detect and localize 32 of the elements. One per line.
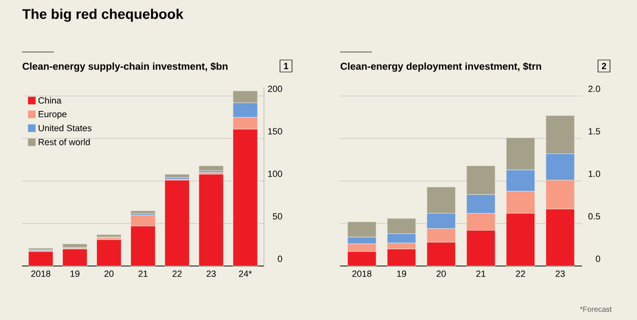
y-tick-label: 0.5: [588, 213, 600, 220]
legend-label: United States: [38, 124, 92, 132]
y-tick-label: 50: [272, 213, 282, 220]
x-tick-label: 21: [476, 270, 486, 277]
x-tick-label: 21: [138, 270, 148, 277]
x-tick-label: 2018: [31, 270, 50, 277]
chart-subtitle: Clean-energy supply-chain investment, $bn: [22, 62, 228, 72]
x-tick-label: 2018: [352, 270, 372, 277]
x-tick-label: 19: [70, 270, 80, 277]
x-tick-label: 22: [172, 270, 182, 277]
y-tick-label: 150: [268, 128, 282, 134]
x-tick-label: 23: [556, 270, 565, 277]
y-tick-label: 200: [268, 86, 282, 92]
x-tick-label: 20: [104, 270, 114, 277]
chart-title: The big red chequebook: [22, 8, 184, 22]
x-tick-label: 23: [206, 270, 216, 277]
x-tick-label: 24*: [238, 270, 252, 277]
chart-subtitle: Clean-energy deployment investment, $trn: [340, 62, 542, 72]
x-tick-label: 22: [516, 270, 526, 277]
legend-label: Europe: [38, 111, 67, 120]
y-tick-label: 0: [278, 256, 282, 262]
text: 1: [284, 62, 288, 70]
y-tick-label: 0: [596, 256, 600, 262]
y-tick-label: 1.0: [588, 170, 600, 177]
y-tick-label: 100: [268, 170, 282, 177]
legend-label: China: [38, 97, 62, 104]
legend-label: Rest of world: [38, 138, 90, 146]
y-tick-label: 2.0: [588, 86, 600, 92]
y-tick-label: 1.5: [588, 128, 600, 134]
x-tick-label: 20: [436, 270, 446, 277]
text: 2: [602, 62, 606, 70]
x-tick-label: 19: [397, 270, 406, 277]
